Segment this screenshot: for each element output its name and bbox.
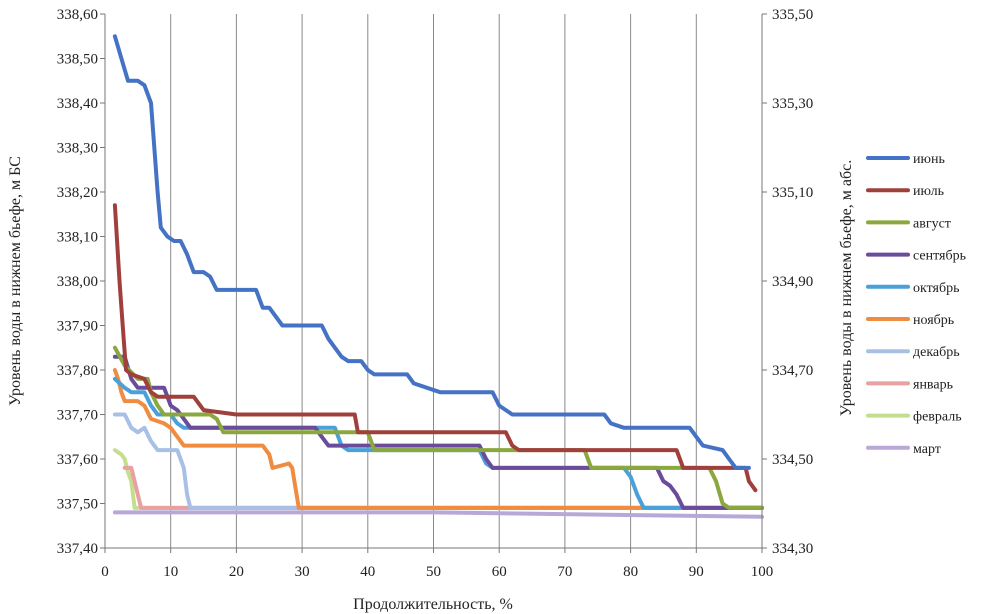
legend-label: ноябрь <box>913 313 954 328</box>
right-y-tick-labels: 334,30 334,50 334,70 334,90 335,10 335,30 335,… <box>762 7 813 557</box>
x-tick-label: 0 <box>101 564 109 580</box>
x-tick-labels: 0 10 20 30 40 50 60 70 80 90 100 <box>101 548 773 580</box>
right-y-tick-label: 334,50 <box>772 452 813 468</box>
x-axis-title: Продолжительность, % <box>353 596 513 613</box>
series-line-июнь <box>112 34 751 470</box>
right-y-tick-label: 334,90 <box>772 274 813 290</box>
x-tick-label: 80 <box>623 564 638 580</box>
series-lines <box>112 34 764 519</box>
legend-item: октябрь <box>866 281 960 296</box>
series-line-сентябрь <box>112 354 764 510</box>
right-y-tick-label: 335,30 <box>772 96 813 112</box>
legend-item: ноябрь <box>866 313 954 328</box>
left-y-tick-label: 338,60 <box>57 7 98 23</box>
right-y-tick-label: 334,30 <box>772 541 813 557</box>
left-y-tick-label: 338,10 <box>57 230 98 246</box>
left-y-tick-label: 337,60 <box>57 452 98 468</box>
right-y-tick-label: 334,70 <box>772 363 813 379</box>
left-y-tick-label: 337,80 <box>57 363 98 379</box>
series-line-ноябрь <box>112 368 764 510</box>
legend-label: октябрь <box>913 281 960 296</box>
x-tick-label: 10 <box>163 564 178 580</box>
x-tick-label: 40 <box>360 564 375 580</box>
series-line-февраль <box>112 448 764 510</box>
left-y-axis-title: Уровень воды в нижнем бьефе, м БС <box>7 156 24 406</box>
legend-item: январь <box>866 377 953 392</box>
legend-label: март <box>913 442 941 457</box>
right-y-tick-label: 335,50 <box>772 7 813 23</box>
series-line-август <box>112 345 764 510</box>
right-y-axis-title: Уровень воды в нижнем бьефе, м абс. <box>838 160 855 416</box>
left-y-tick-label: 338,30 <box>57 141 98 157</box>
series-line-октябрь <box>112 376 764 510</box>
legend: июнь июль август сентябрь октябрь ноябрь декаб… <box>866 152 966 457</box>
legend-item: август <box>866 216 951 231</box>
left-y-tick-labels: 337,40 337,50 337,60 337,70 337,80 337,90 338,… <box>57 7 105 557</box>
series-line-декабрь <box>112 412 764 510</box>
left-y-tick-label: 338,40 <box>57 96 98 112</box>
legend-label: август <box>913 216 951 231</box>
left-y-tick-label: 338,50 <box>57 52 98 68</box>
legend-item: июль <box>866 184 944 199</box>
legend-item: декабрь <box>866 345 960 360</box>
x-tick-label: 50 <box>426 564 441 580</box>
legend-label: июль <box>913 184 944 199</box>
left-y-tick-label: 337,50 <box>57 497 98 513</box>
legend-label: февраль <box>913 410 962 425</box>
left-y-tick-label: 337,90 <box>57 319 98 335</box>
legend-label: июнь <box>913 152 945 167</box>
legend-item: февраль <box>866 410 962 425</box>
legend-label: сентябрь <box>913 249 966 264</box>
left-y-tick-label: 337,70 <box>57 408 98 424</box>
x-tick-label: 20 <box>229 564 244 580</box>
left-y-tick-label: 337,40 <box>57 541 98 557</box>
legend-item: март <box>866 442 941 457</box>
x-tick-label: 90 <box>689 564 704 580</box>
x-tick-label: 60 <box>492 564 507 580</box>
x-tick-label: 100 <box>751 564 774 580</box>
x-tick-label: 70 <box>557 564 572 580</box>
series-line-март <box>112 510 764 519</box>
left-y-tick-label: 338,20 <box>57 185 98 201</box>
legend-label: январь <box>913 377 953 392</box>
x-tick-label: 30 <box>295 564 310 580</box>
right-y-tick-label: 335,10 <box>772 185 813 201</box>
legend-label: декабрь <box>913 345 960 360</box>
left-y-tick-label: 338,00 <box>57 274 98 290</box>
legend-item: сентябрь <box>866 249 966 264</box>
legend-item: июнь <box>866 152 945 167</box>
series-line-июль <box>112 203 758 493</box>
